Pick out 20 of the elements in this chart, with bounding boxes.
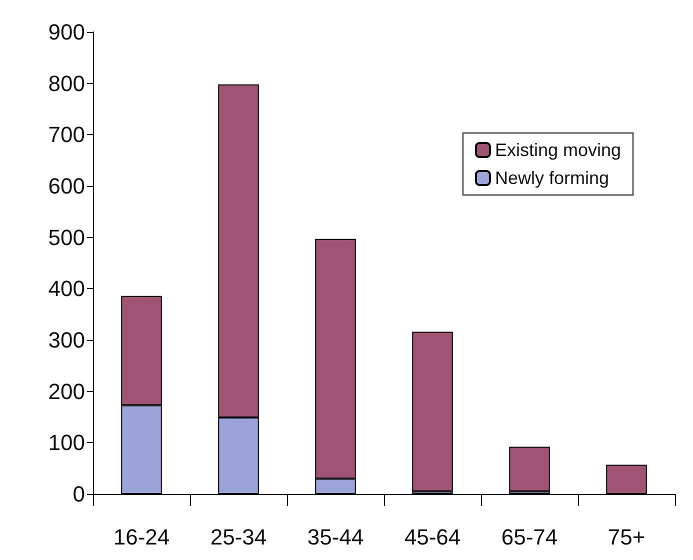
- legend-label: Existing moving: [494, 140, 622, 160]
- x-tick-label: 75+: [608, 524, 646, 550]
- y-tick-label: 700: [48, 122, 85, 148]
- x-tick-label: 65-74: [501, 524, 558, 550]
- y-tick-label: 200: [48, 378, 85, 404]
- y-tick-label: 500: [48, 224, 85, 250]
- y-tick-label: 300: [48, 328, 85, 352]
- y-tick-label: 0: [72, 482, 85, 506]
- x-tick-label: 35-44: [307, 524, 364, 550]
- y-tick-label: 100: [48, 430, 85, 456]
- y-tick-label: 600: [48, 174, 85, 198]
- y-tick-label: 400: [48, 276, 85, 302]
- x-tick-label: 25-34: [210, 524, 267, 550]
- bar: [509, 446, 550, 492]
- x-tick-label: 45-64: [404, 524, 461, 550]
- legend-label: Newly forming: [494, 168, 609, 188]
- y-tick-label: 800: [48, 70, 85, 96]
- bar: [412, 332, 453, 492]
- y-tick-label: 900: [48, 20, 85, 44]
- x-tick-label: 16-24: [113, 524, 170, 550]
